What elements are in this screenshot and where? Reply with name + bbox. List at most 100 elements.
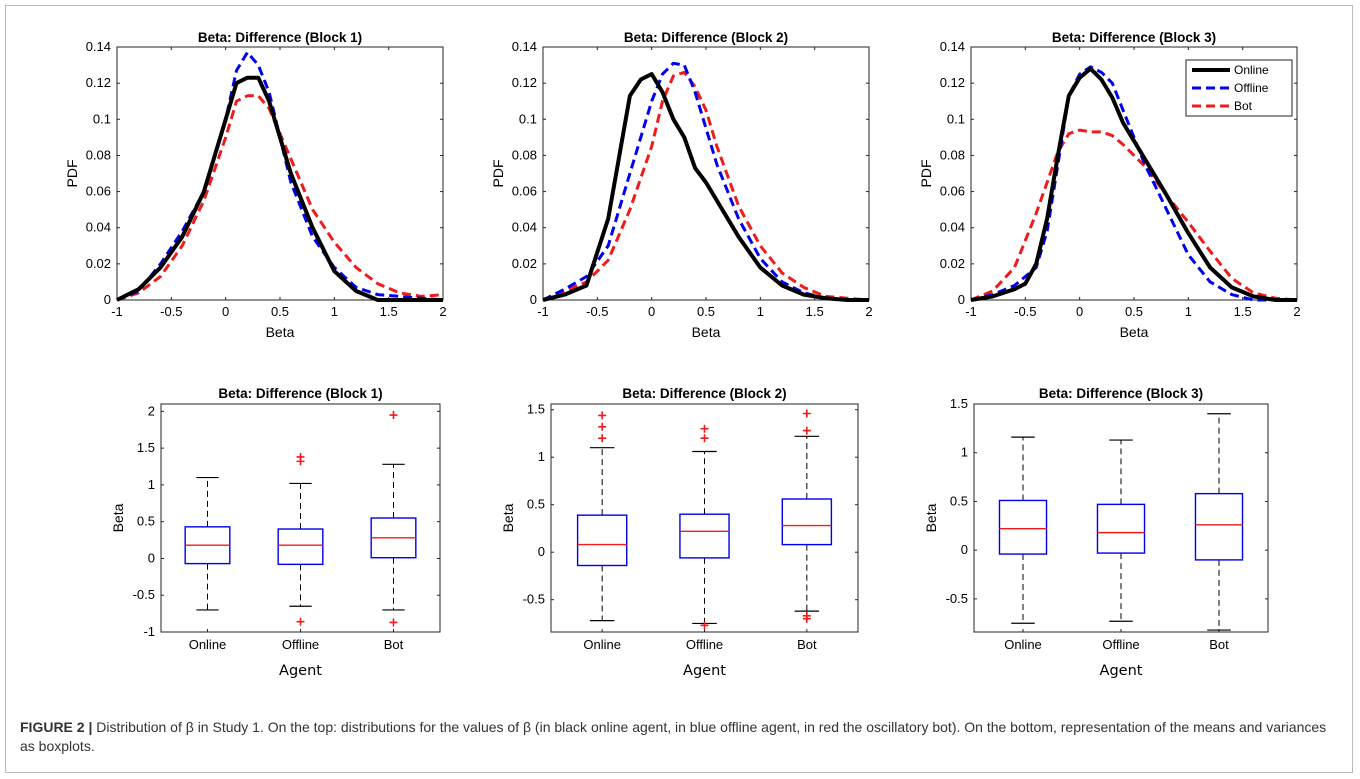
x-axis-label: Agent — [279, 663, 322, 679]
outlier-marker — [802, 614, 811, 623]
outlier-marker — [700, 424, 709, 433]
figure-canvas: -1 -0.5 0 0.5 1 1.5 200.020.040.060.080.10.120… — [64, 30, 1301, 679]
series-line-online — [970, 66, 1297, 302]
y-tick-label: 0.06 — [940, 184, 965, 199]
y-tick-label: 0.08 — [512, 147, 537, 162]
y-tick-label: -0.5 — [523, 592, 545, 607]
y-tick-label: 0 — [530, 292, 537, 307]
outlier-marker — [802, 409, 811, 418]
y-tick-label: -0.5 — [946, 591, 968, 606]
outlier-marker — [700, 434, 709, 443]
legend-label-bot: Bot — [1234, 99, 1253, 113]
chart-title: Beta: Difference (Block 2) — [622, 386, 786, 401]
box-offline — [679, 513, 730, 559]
y-tick-label: 0.04 — [86, 220, 111, 235]
y-tick-label: 1 — [148, 477, 155, 492]
outlier-marker — [296, 452, 305, 461]
x-axis-label: Beta — [1120, 324, 1149, 340]
y-tick-label: 0.06 — [512, 184, 537, 199]
x-tick-label: 0 — [1076, 304, 1083, 319]
y-tick-label: 1.5 — [527, 402, 545, 417]
y-tick-label: -1 — [143, 624, 155, 639]
chart-title: Beta: Difference (Block 3) — [1052, 30, 1216, 45]
x-tick-label: Online — [583, 637, 621, 652]
x-tick-label: 2 — [865, 304, 872, 319]
y-tick-label: 0.12 — [512, 75, 537, 90]
pdf-chart-block-1: -1 -0.5 0 0.5 1 1.5 2 0 0.02 0.04 0.06 0.08 0.1 0.12 0… — [64, 30, 447, 340]
y-axis-label: Beta — [500, 503, 516, 532]
outlier-marker — [598, 422, 607, 431]
outlier-marker — [296, 617, 305, 626]
series-line-offline — [116, 50, 444, 302]
x-tick-label: Bot — [1209, 637, 1229, 652]
y-tick-label: 0.14 — [512, 39, 537, 54]
x-tick-label: Bot — [384, 637, 404, 652]
y-tick-label: 0 — [538, 544, 545, 559]
x-tick-label: 1 — [331, 304, 338, 319]
x-axis-label: Agent — [1100, 663, 1143, 679]
chart-title: Beta: Difference (Block 1) — [218, 386, 382, 401]
x-tick-label: Online — [189, 637, 227, 652]
plot-area — [116, 46, 444, 301]
y-tick-label: 0.08 — [940, 147, 965, 162]
outlier-marker — [389, 411, 398, 420]
y-tick-label: 0.5 — [137, 514, 155, 529]
series-line-bot — [970, 128, 1298, 302]
outlier-marker — [389, 618, 398, 627]
y-tick-label: 0 — [958, 292, 965, 307]
x-tick-label: Offline — [686, 637, 723, 652]
y-tick-label: 0.04 — [512, 220, 537, 235]
x-axis-label: Beta — [266, 324, 295, 340]
figure-caption: FIGURE 2 | Distribution of β in Study 1.… — [20, 718, 1340, 756]
pdf-chart-block-3: -1 -0.5 0 0.5 1 1.5 2 0 0.02 0.04 0.06 0.08 0.1 0.12 0… — [918, 30, 1301, 340]
caption-label: FIGURE 2 | — [20, 719, 93, 735]
x-tick-label: -0.5 — [160, 304, 182, 319]
y-tick-label: 0 — [148, 550, 155, 565]
y-axis-label: PDF — [64, 160, 80, 188]
x-tick-label: -0.5 — [586, 304, 608, 319]
x-tick-label: 1.5 — [380, 304, 398, 319]
y-axis-label: PDF — [490, 160, 506, 188]
outlier-marker — [598, 434, 607, 443]
series-line-bot — [116, 94, 444, 302]
x-tick-label: -1 — [111, 304, 123, 319]
x-tick-label: Bot — [797, 637, 817, 652]
y-tick-label: 0.14 — [86, 39, 111, 54]
pdf-chart-block-2: -1 -0.5 0 0.5 1 1.5 2 0 0.02 0.04 0.06 0.08 0.1 0.12 0… — [490, 30, 873, 340]
x-tick-label: 0 — [222, 304, 229, 319]
box-offline — [1096, 503, 1146, 554]
x-tick-label: 2 — [439, 304, 446, 319]
y-axis-label: PDF — [918, 160, 934, 188]
y-tick-label: -0.5 — [133, 587, 155, 602]
legend-label-offline: Offline — [1234, 81, 1269, 95]
y-tick-label: 0.14 — [940, 39, 965, 54]
y-axis-label: Beta — [923, 503, 939, 532]
y-tick-label: 0 — [961, 542, 968, 557]
x-tick-label: -1 — [537, 304, 549, 319]
y-tick-label: 0.08 — [86, 147, 111, 162]
box-bot — [781, 498, 833, 546]
x-tick-label: 1 — [1185, 304, 1192, 319]
x-tick-label: 0.5 — [271, 304, 289, 319]
box-online — [576, 514, 628, 567]
plot-area — [542, 46, 870, 301]
x-tick-label: 2 — [1293, 304, 1300, 319]
x-axis-label: Beta — [692, 324, 721, 340]
x-tick-label: -1 — [965, 304, 977, 319]
series-line-online — [542, 72, 869, 302]
x-tick-label: -0.5 — [1014, 304, 1036, 319]
legend-label-online: Online — [1234, 63, 1269, 77]
boxplot-chart-block-2: -0.5 0 0.5 1 1.5 Online Offline Bot Beta: Differ… — [500, 386, 859, 679]
series-line-offline — [542, 61, 869, 302]
caption-text: Distribution of β in Study 1. On the top… — [20, 719, 1327, 754]
y-tick-label: 0.1 — [519, 111, 537, 126]
x-tick-label: Online — [1004, 637, 1042, 652]
x-tick-label: 0 — [648, 304, 655, 319]
box-bot — [1194, 492, 1244, 561]
x-tick-label: 1.5 — [1234, 304, 1252, 319]
y-tick-label: 0 — [104, 292, 111, 307]
y-tick-label: 1 — [961, 445, 968, 460]
chart-title: Beta: Difference (Block 3) — [1039, 386, 1203, 401]
y-tick-label: 1.5 — [950, 396, 968, 411]
x-tick-label: 0.5 — [1125, 304, 1143, 319]
